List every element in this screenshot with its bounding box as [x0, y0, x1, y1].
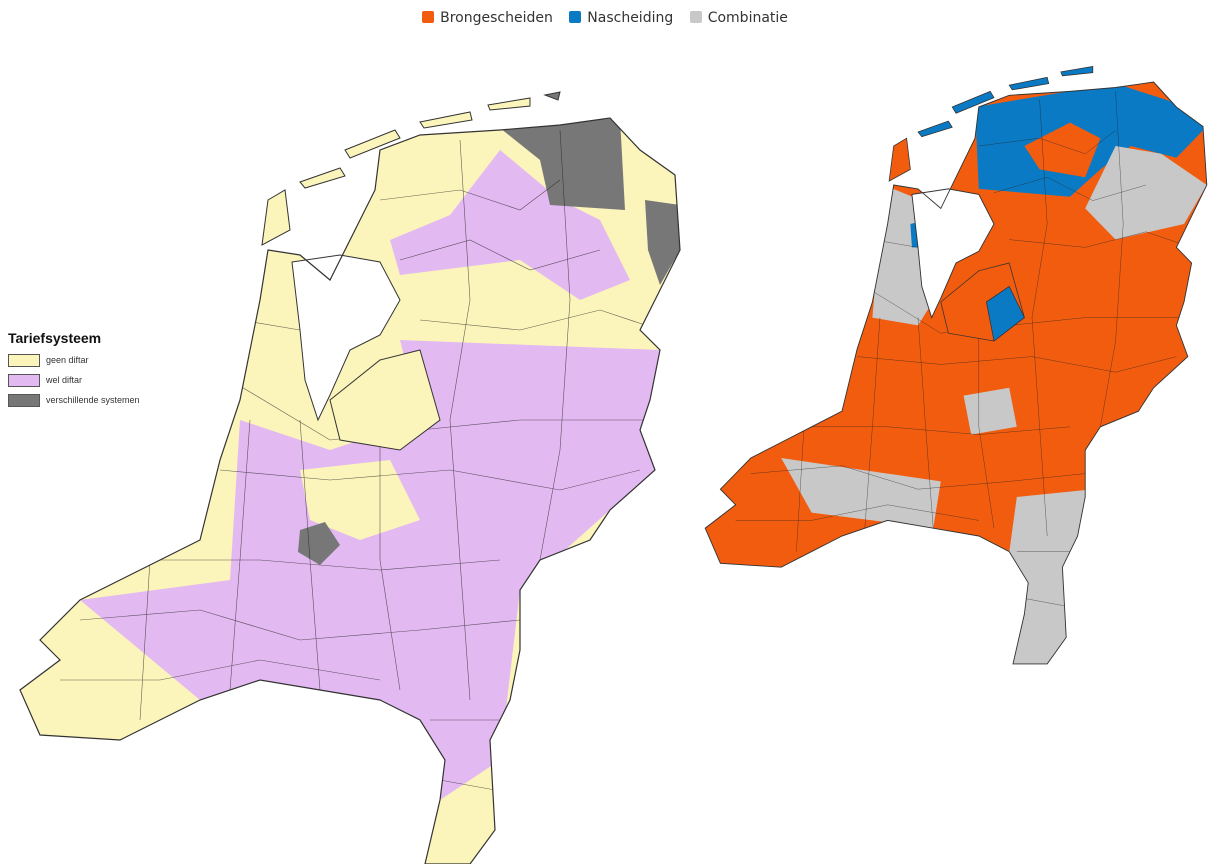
map-tariefsysteem — [19, 91, 681, 864]
region-nascheiding — [985, 285, 1025, 342]
region-combinatie — [963, 387, 1017, 435]
legend-title: Tariefsysteem — [8, 330, 102, 346]
swatch — [422, 11, 435, 23]
region-combinatie — [1085, 145, 1207, 240]
left-legend: Tariefsysteem geen diftar wel diftar ver… — [8, 330, 140, 410]
region-wel-diftar — [80, 340, 660, 800]
legend-label: verschillende systemen — [46, 395, 140, 405]
legend-item: Brongescheiden — [422, 10, 553, 26]
region-wel-diftar — [390, 150, 630, 300]
legend-label: wel diftar — [46, 375, 83, 385]
region-verschillend — [500, 118, 625, 210]
legend-item: wel diftar — [8, 370, 140, 390]
legend-item: verschillende systemen — [8, 390, 140, 410]
flevoland — [329, 349, 441, 451]
swatch — [689, 11, 702, 23]
swatch — [8, 353, 40, 367]
legend-label: geen diftar — [46, 355, 89, 365]
legend-item: Nascheiding — [569, 10, 673, 26]
region-verschillend — [645, 200, 680, 285]
legend-item: geen diftar — [8, 350, 140, 370]
region-verschillend — [298, 522, 340, 565]
swatch — [8, 373, 40, 387]
legend-label: Brongescheiden — [440, 10, 553, 26]
islands — [888, 65, 1094, 182]
legend-label: Combinatie — [707, 10, 788, 26]
legend-item: Combinatie — [689, 10, 788, 26]
swatch — [8, 393, 40, 407]
map-afvalscheiding — [704, 65, 1208, 665]
swatch — [569, 11, 582, 23]
top-legend: Brongescheiden Nascheiding Combinatie — [0, 10, 1210, 26]
legend-label: Nascheiding — [587, 10, 674, 26]
islands — [261, 97, 531, 246]
